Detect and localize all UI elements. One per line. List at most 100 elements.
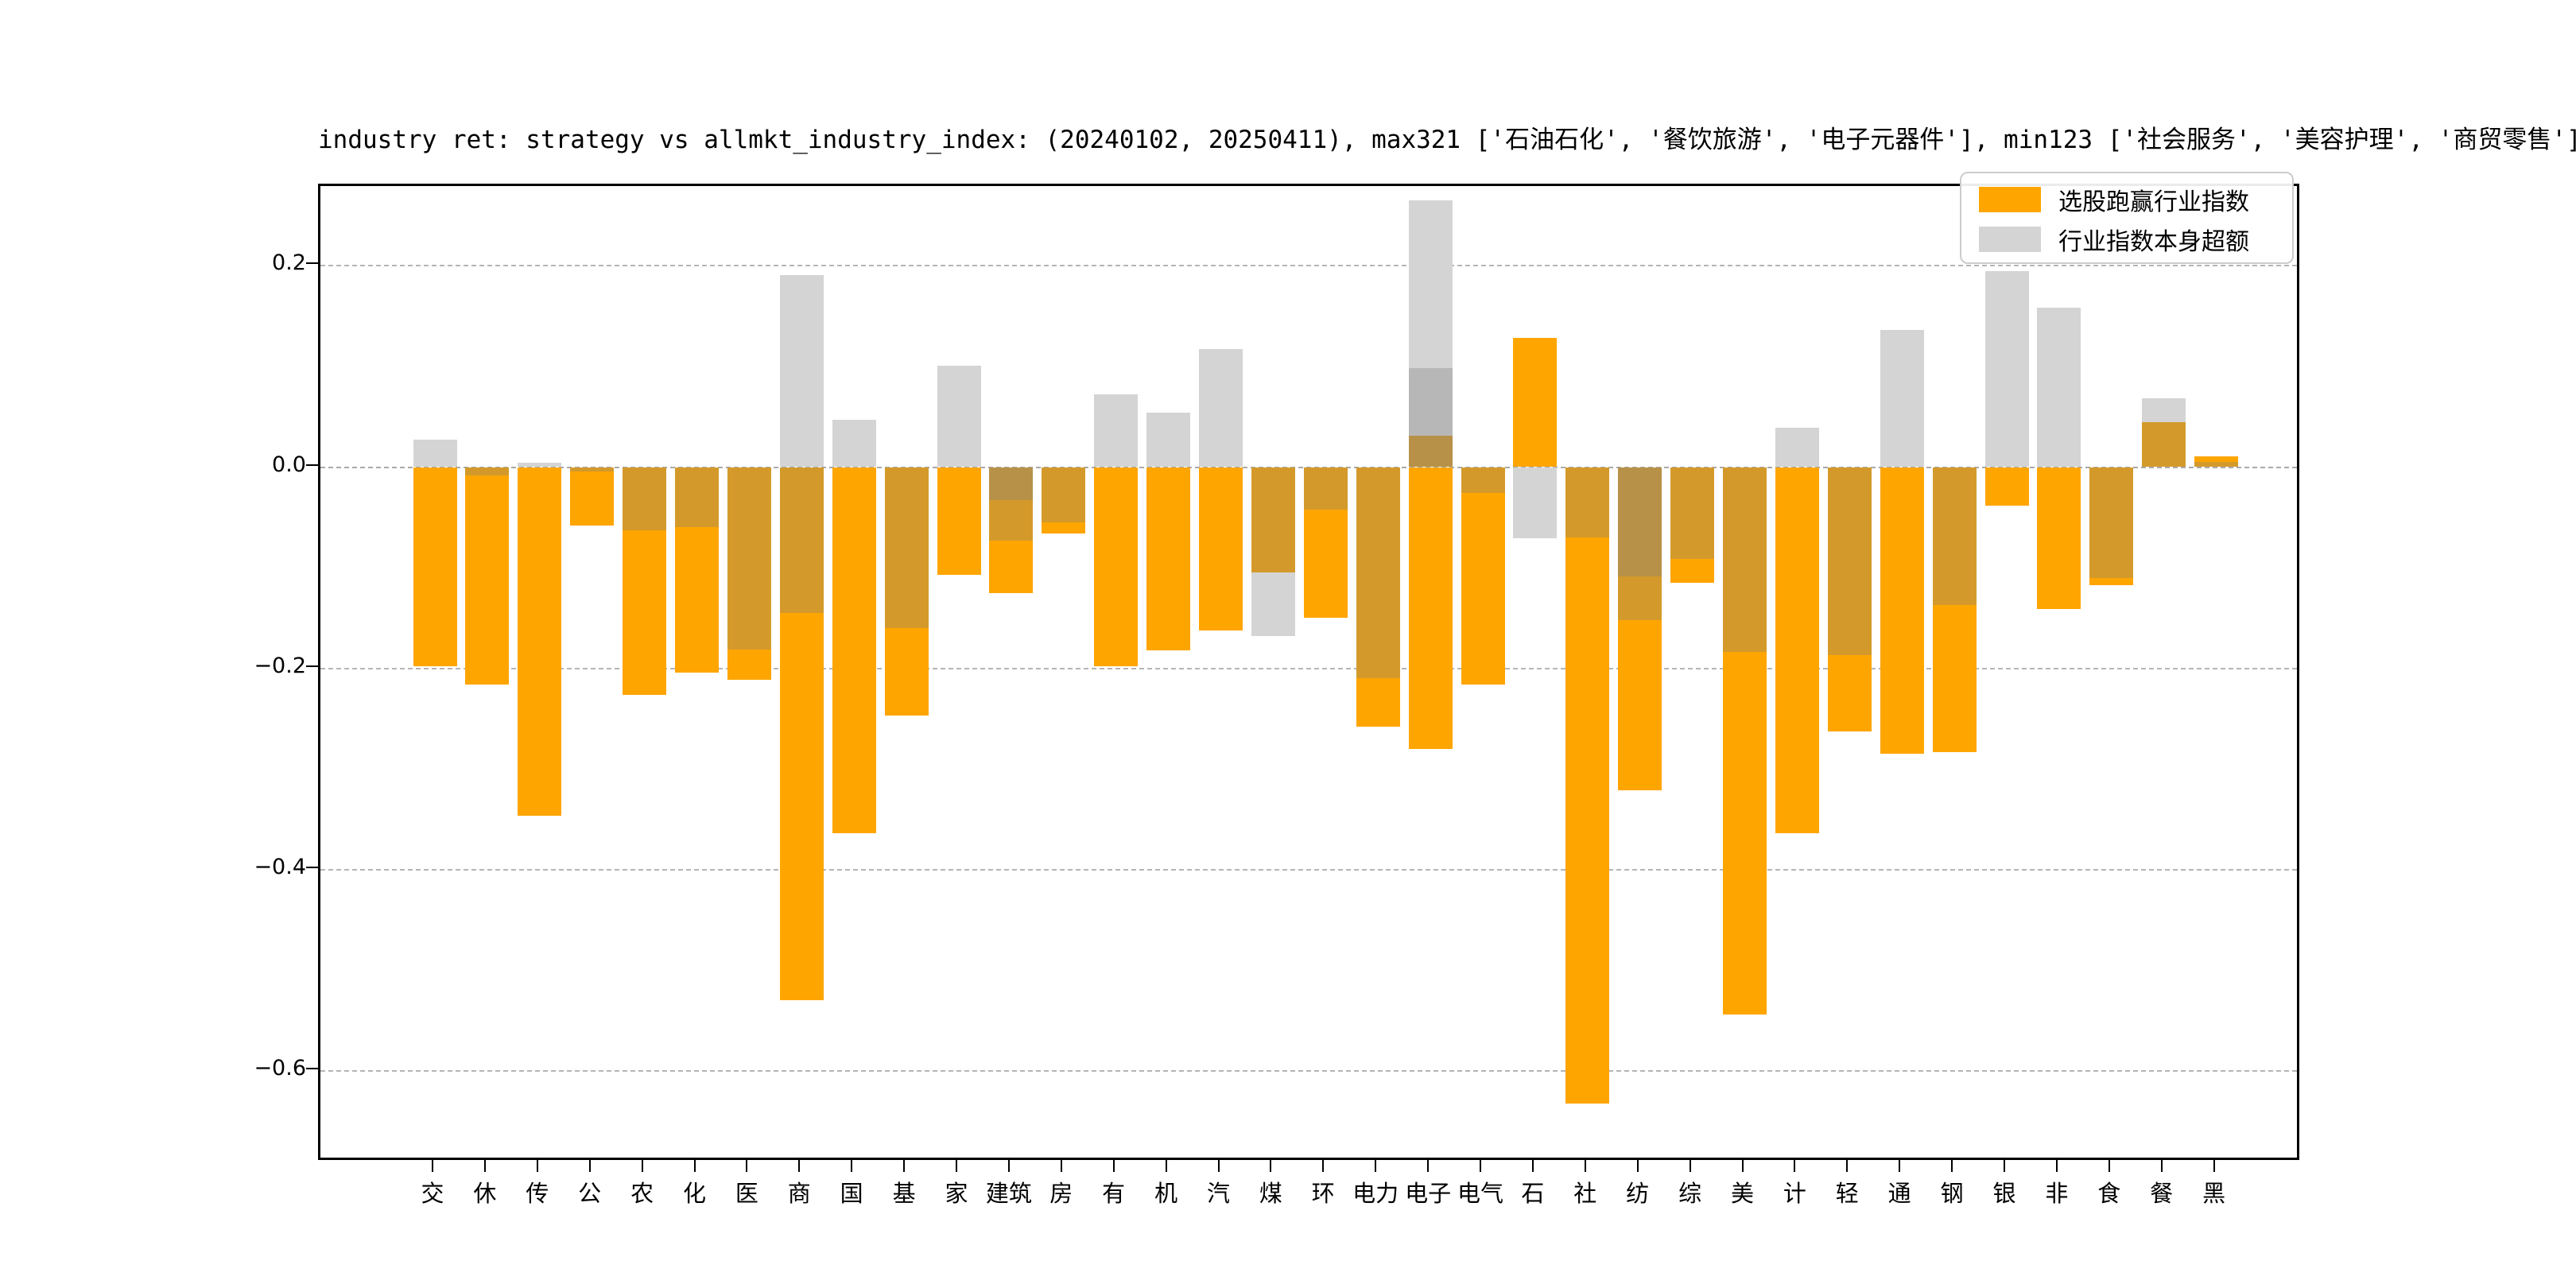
y-tick-label: 0.0 [272, 452, 306, 477]
bar-segment-钢 [1932, 604, 1977, 752]
bar-segment-煤 [1251, 467, 1295, 573]
bar-segment-电气 [1461, 467, 1505, 494]
bar-segment-黑 [2194, 456, 2239, 463]
bar-segment-社 [1565, 537, 1610, 1104]
x-tick-mark [483, 1160, 486, 1172]
x-tick-label-煤: 煤 [1259, 1180, 1282, 1207]
bar-segment-银 [1984, 270, 2029, 467]
x-tick-mark [746, 1160, 748, 1172]
bar-segment-非 [2037, 308, 2081, 467]
x-tick-label-黑: 黑 [2202, 1180, 2226, 1207]
bar-segment-美 [1723, 652, 1767, 1015]
x-tick-mark [1689, 1160, 1691, 1172]
x-tick-mark [2213, 1160, 2215, 1172]
bar-segment-环 [1303, 467, 1348, 510]
x-tick-mark [1322, 1160, 1325, 1172]
bar-segment-美 [1723, 467, 1767, 653]
x-tick-label-休: 休 [473, 1180, 497, 1207]
x-tick-label-电子: 电子 [1405, 1180, 1452, 1207]
bar-segment-纺 [1618, 619, 1662, 790]
x-tick-label-公: 公 [578, 1180, 602, 1207]
bar-segment-基 [884, 467, 929, 629]
x-tick-mark [1531, 1160, 1534, 1172]
bar-segment-传 [518, 467, 562, 816]
bar-segment-房 [1042, 522, 1086, 534]
x-tick-mark [1427, 1160, 1430, 1172]
x-tick-mark [588, 1160, 591, 1172]
bar-segment-综 [1670, 467, 1715, 559]
gridline [320, 868, 2297, 871]
bar-segment-建筑 [989, 540, 1034, 593]
bar-segment-餐 [2142, 421, 2186, 467]
x-tick-mark [1007, 1160, 1010, 1172]
x-tick-mark [851, 1160, 853, 1172]
bar-segment-商 [779, 274, 824, 467]
gridline [320, 1070, 2297, 1073]
bar-segment-医 [727, 467, 771, 650]
legend-label: 行业指数本身超额 [2058, 228, 2249, 256]
x-tick-mark [1217, 1160, 1220, 1172]
x-tick-label-轻: 轻 [1835, 1180, 1859, 1207]
x-tick-label-农: 农 [630, 1180, 654, 1207]
x-tick-mark [1270, 1160, 1272, 1172]
bar-segment-休 [465, 475, 510, 685]
x-tick-mark [1899, 1160, 1901, 1172]
y-tick-label: −0.2 [254, 653, 306, 678]
bar-segment-综 [1670, 558, 1715, 584]
bar-segment-建筑 [989, 467, 1034, 501]
bar-segment-公 [570, 471, 615, 526]
bar-segment-汽 [1199, 349, 1243, 467]
x-tick-label-电气: 电气 [1457, 1180, 1503, 1207]
bar-segment-钢 [1932, 467, 1977, 605]
bar-segment-电子 [1408, 436, 1453, 467]
bar-segment-国 [832, 467, 876, 834]
x-tick-label-银: 银 [1992, 1180, 2016, 1207]
x-tick-mark [1165, 1160, 1167, 1172]
x-tick-mark [1060, 1160, 1062, 1172]
bar-segment-农 [623, 467, 667, 531]
x-tick-label-交: 交 [421, 1180, 444, 1207]
bar-segment-休 [465, 467, 510, 475]
bar-segment-家 [937, 365, 981, 467]
bar-segment-轻 [1827, 655, 1872, 732]
bar-segment-传 [518, 463, 562, 467]
bar-segment-非 [2037, 467, 2081, 609]
x-tick-label-通: 通 [1887, 1180, 1911, 1207]
plot-area [318, 184, 2299, 1160]
x-tick-label-非: 非 [2045, 1180, 2069, 1207]
x-tick-label-有: 有 [1102, 1180, 1126, 1207]
bar-segment-医 [727, 649, 771, 680]
x-tick-label-餐: 餐 [2150, 1180, 2174, 1207]
x-tick-mark [1584, 1160, 1586, 1172]
x-tick-label-综: 综 [1678, 1180, 1702, 1207]
x-tick-label-食: 食 [2097, 1180, 2121, 1207]
x-tick-label-传: 传 [526, 1180, 549, 1207]
legend: 选股跑赢行业指数 行业指数本身超额 [1960, 172, 2294, 264]
x-tick-label-商: 商 [787, 1180, 811, 1207]
bar-segment-石 [1513, 338, 1558, 467]
bar-segment-基 [884, 628, 929, 716]
x-tick-mark [2004, 1160, 2005, 1172]
y-tick-label: 0.2 [272, 250, 306, 276]
y-tick-mark [306, 464, 318, 466]
bar-segment-家 [937, 467, 981, 575]
x-tick-mark [903, 1160, 906, 1172]
legend-swatch-orange [1979, 187, 2041, 212]
bar-segment-电气 [1461, 493, 1505, 685]
x-tick-mark [1375, 1160, 1377, 1172]
y-tick-label: −0.6 [254, 1056, 306, 1081]
bar-segment-建筑 [989, 500, 1034, 541]
bar-segment-公 [570, 467, 615, 471]
bar-segment-通 [1880, 467, 1924, 755]
bar-segment-通 [1880, 330, 1924, 467]
x-tick-label-社: 社 [1573, 1180, 1597, 1207]
bar-segment-电子 [1408, 200, 1453, 369]
x-tick-label-石: 石 [1521, 1180, 1545, 1207]
gridline [320, 667, 2297, 669]
x-tick-label-汽: 汽 [1206, 1180, 1230, 1207]
bar-segment-房 [1042, 467, 1086, 523]
bar-segment-有 [1094, 467, 1139, 667]
bar-segment-有 [1094, 394, 1139, 467]
bar-segment-商 [779, 613, 824, 1001]
